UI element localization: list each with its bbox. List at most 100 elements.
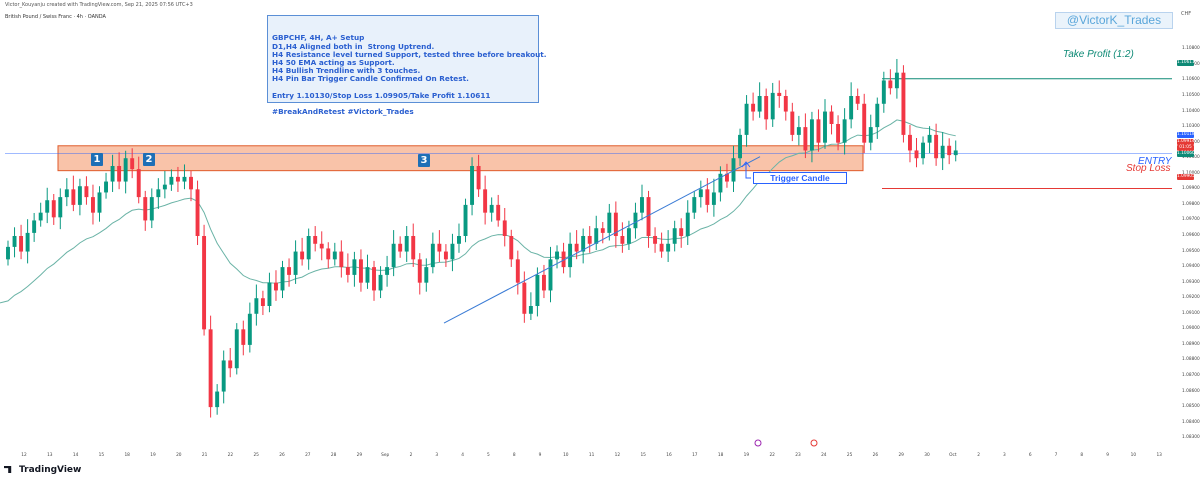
take-profit-label: Take Profit (1:2) [1063,49,1134,60]
touch-marker-3: 3 [418,154,430,167]
bearish-candle [130,158,135,170]
bearish-candle [175,176,180,182]
bullish-candle [385,267,390,275]
x-tick-label: 3 [1003,453,1006,458]
x-tick-label: 8 [1080,453,1084,458]
y-tick-label: 1.08300 [1182,435,1200,441]
bullish-candle [927,134,932,143]
note-line: GBPCHF, 4H, A+ Setup [272,33,365,43]
note-line: H4 Pin Bar Trigger Candle Confirmed On R… [272,74,469,84]
bullish-candle [352,259,357,275]
bearish-candle [522,282,527,314]
bearish-candle [417,259,422,283]
bullish-candle [430,243,435,268]
bearish-candle [587,236,592,244]
bullish-candle [555,251,559,260]
bearish-candle [777,92,782,96]
bearish-candle [653,236,658,244]
trigger-arrow-head-icon [741,161,751,168]
bullish-candle [182,176,187,182]
bullish-candle [457,236,461,244]
bullish-candle [921,142,926,159]
y-tick-label: 1.09300 [1182,279,1200,285]
bullish-candle [738,134,742,159]
bullish-candle [221,360,226,392]
bullish-candle [97,192,102,213]
x-tick-label: 11 [588,453,595,458]
support-price-tag: 1.10060 [1177,151,1195,157]
bearish-candle [751,103,756,112]
bullish-candle [280,267,285,291]
y-tick-label: 1.08600 [1182,388,1200,394]
bullish-candle [293,251,298,275]
x-tick-label: 26 [279,453,285,458]
bullish-candle [391,243,396,268]
bearish-candle [91,197,95,213]
y-tick-label: 1.10600 [1182,77,1200,83]
bullish-candle [32,220,37,233]
note-line: #BreakAndRetest #Victork_Trades [272,107,414,117]
bearish-candle [679,228,684,236]
bearish-candle [443,251,448,260]
y-tick-label: 1.09500 [1182,248,1200,254]
y-tick-label: 1.10100 [1182,155,1200,161]
y-tick-label: 1.09800 [1182,201,1200,207]
bearish-candle [914,150,919,159]
x-tick-label: 2 [977,453,980,458]
bearish-candle [764,96,769,120]
bullish-candle [424,267,429,283]
bearish-candle [816,119,821,143]
x-tick-label: 27 [305,453,311,458]
bullish-candle [77,186,82,205]
bullish-candle [548,259,553,291]
x-tick-label: 29 [356,453,363,458]
x-tick-label: 2 [409,453,413,458]
x-tick-label: 6 [1028,453,1032,458]
bullish-candle [306,236,311,260]
x-tick-label: 18 [124,453,130,458]
y-tick-label: 1.08900 [1182,341,1200,347]
bullish-candle [953,150,958,156]
note-line: H4 Resistance level turned Support, test… [272,49,547,59]
bullish-candle [842,119,847,143]
bullish-candle [404,236,409,252]
x-tick-label: 9 [1106,453,1109,458]
y-tick-label: 1.08800 [1182,357,1200,363]
bearish-candle [659,243,664,252]
ema-50-line [0,119,956,304]
bullish-candle [6,246,10,260]
bullish-candle [633,212,638,229]
bearish-candle [901,72,906,135]
x-tick-label: 25 [253,453,259,458]
bearish-candle [855,96,860,104]
bearish-candle [313,236,318,244]
bullish-candle [489,204,494,213]
countdown-tag: 01:05 [1177,145,1194,151]
x-tick-label: 16 [666,453,672,458]
tradingview-brand[interactable]: TradingView [4,465,81,475]
bearish-candle [908,134,912,151]
x-tick-label: 13 [47,453,53,458]
y-tick-label: 1.09400 [1182,264,1200,270]
entry-label: ENTRY [1138,156,1172,167]
bullish-candle [823,111,827,143]
y-tick-label: 1.09100 [1182,310,1200,316]
y-tick-label: 1.09200 [1182,295,1200,301]
bearish-candle [287,267,292,275]
bullish-candle [666,243,671,252]
bullish-trendline [443,156,761,324]
bearish-candle [862,103,867,143]
bearish-candle [326,248,331,260]
x-tick-label: 5 [487,453,490,458]
bearish-candle [117,166,122,182]
current-price-tag: 1.10118 [1177,132,1195,138]
bullish-candle [744,103,749,135]
bullish-candle [809,119,814,151]
x-tick-label: 17 [692,453,698,458]
bearish-candle [300,251,305,260]
tradingview-logo-icon [4,466,12,473]
bearish-candle [541,274,546,291]
bullish-candle [640,197,644,213]
